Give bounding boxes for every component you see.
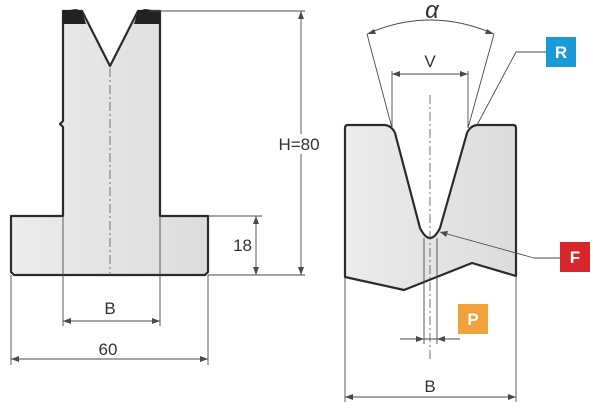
p-badge-label: P <box>467 310 478 329</box>
left-die-tip-left <box>63 9 86 24</box>
height-label: H=80 <box>278 135 319 154</box>
width-label: B <box>424 377 435 396</box>
alpha-arc <box>366 19 495 35</box>
r-leader-line <box>476 51 517 126</box>
alpha-arrow-right <box>485 29 494 34</box>
flange-arrow-top <box>253 216 259 224</box>
total-width-label: 60 <box>99 340 118 359</box>
b-right-arrow-2 <box>508 394 516 400</box>
f-leader-arrow <box>440 231 448 237</box>
b-left-arrow-2 <box>152 318 160 324</box>
left-die-view: H=80 18 B 60 <box>9 9 322 365</box>
w60-arrow-1 <box>11 356 19 362</box>
inner-width-label: B <box>104 299 115 318</box>
left-die-tip-right <box>134 9 160 24</box>
f-badge-label: F <box>570 248 580 267</box>
p-arrow-right <box>437 336 445 342</box>
alpha-arrow-left <box>367 29 376 34</box>
h-arrow-bottom <box>298 267 304 275</box>
flange-height-label: 18 <box>233 236 252 255</box>
right-die-body <box>343 123 518 292</box>
left-die-body <box>9 9 210 277</box>
p-badge <box>458 304 488 334</box>
opening-label: V <box>424 52 436 71</box>
r-badge-label: R <box>555 43 567 62</box>
f-badge <box>560 242 590 272</box>
p-arrow-left <box>416 336 424 342</box>
flange-arrow-bottom <box>253 267 259 275</box>
w60-arrow-2 <box>200 356 208 362</box>
h-arrow-top <box>298 11 304 19</box>
alpha-line-left <box>366 33 393 129</box>
b-right-arrow-1 <box>345 394 353 400</box>
v-arrow-right <box>460 71 468 77</box>
right-die-view: α V B R F P <box>343 0 590 402</box>
r-badge <box>546 37 576 67</box>
alpha-line-right <box>467 33 495 129</box>
v-arrow-left <box>392 71 400 77</box>
b-left-arrow-1 <box>63 318 71 324</box>
h-label-bg <box>276 134 322 154</box>
f-leader-line <box>439 231 535 259</box>
angle-label: α <box>425 0 440 24</box>
